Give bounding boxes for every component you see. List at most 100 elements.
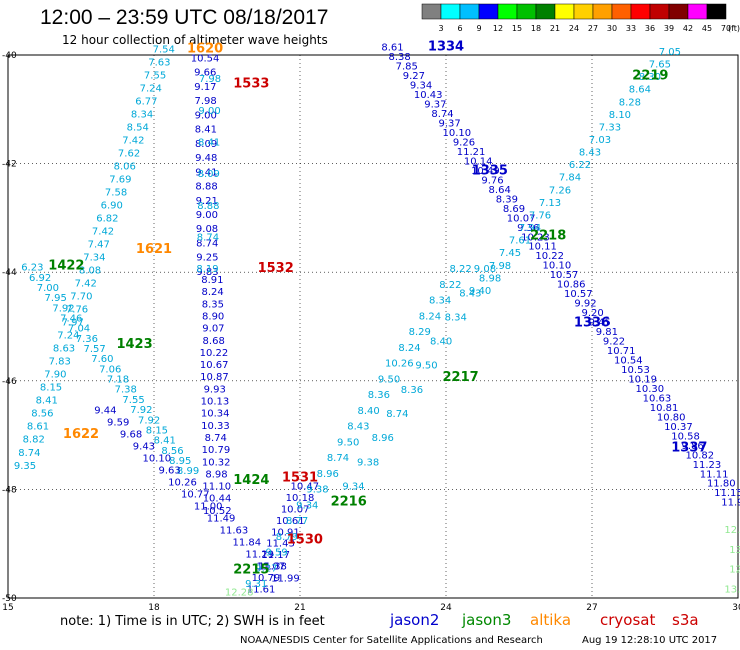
x-tick-label: 18: [148, 603, 160, 613]
wave-height-value: 7.95: [45, 293, 67, 304]
y-tick-label: -40: [2, 51, 17, 61]
wave-height-value: 9.36: [517, 223, 539, 234]
wave-height-value: 8.91: [201, 275, 223, 286]
wave-height-value: 8.09: [198, 169, 220, 180]
wave-height-value: 9.63: [159, 465, 181, 476]
pass-label: 2216: [331, 495, 367, 510]
wave-height-value: 9.17: [194, 82, 216, 93]
wave-height-value: 10.37: [664, 422, 693, 433]
wave-height-value: 7.36: [76, 334, 98, 345]
colorbar-swatch: [554, 3, 575, 20]
wave-height-value: 8.74: [205, 433, 227, 444]
wave-height-value: 10.58: [671, 431, 700, 442]
legend-jason3: jason3: [461, 611, 511, 629]
wave-height-value: 10.22: [535, 251, 564, 262]
legend-cryosat: cryosat: [600, 611, 655, 629]
wave-height-value: 8.99: [177, 466, 199, 477]
y-tick-label: -44: [2, 268, 17, 278]
wave-height-value: 8.19: [196, 264, 218, 275]
wave-height-value: 6.90: [101, 200, 123, 211]
wave-height-value: 10.13: [201, 397, 230, 408]
wave-height-value: 10.47: [291, 481, 320, 492]
colorbar-label: 36: [645, 24, 655, 33]
wave-height-value: 8.36: [401, 385, 423, 396]
wave-height-value: 11.99: [271, 574, 300, 585]
x-tick-label: 15: [2, 603, 13, 613]
pass-label: 1424: [233, 473, 269, 488]
wave-height-value: 8.34: [429, 296, 451, 307]
wave-height-value: 10.07: [507, 213, 536, 224]
wave-height-tracks: 7.54 7.63 7.55 7.24 6.77 8.34 8.54 7.42 7.62 8.06…: [14, 43, 740, 599]
colorbar-label: 70: [721, 24, 731, 33]
wave-height-value: 12.3: [724, 525, 740, 536]
wave-height-value: 10.91: [271, 527, 300, 538]
wave-height-value: 8.74: [196, 238, 218, 249]
wave-height-value: 9.83: [196, 267, 218, 278]
wave-height-value: 10.79: [252, 573, 281, 584]
colorbar-swatch: [649, 3, 670, 20]
wave-height-value: 10.22: [200, 348, 229, 359]
wave-height-value: 8.74: [386, 409, 408, 420]
wave-height-value: 8.68: [203, 336, 225, 347]
wave-height-value: 11.11: [700, 469, 729, 480]
wave-height-value: 7.58: [105, 187, 127, 198]
wave-height-value: 9.00: [195, 110, 217, 121]
wave-height-value: 7.06: [99, 364, 121, 375]
wave-height-value: 7.76: [66, 305, 88, 316]
wave-height-value: 11.63: [220, 526, 249, 537]
wave-height-value: 8.43: [579, 148, 601, 159]
wave-height-value: 10.33: [201, 421, 230, 432]
wave-height-value: 9.00: [196, 210, 218, 221]
wave-height-value: 11.38: [258, 562, 287, 573]
wave-height-value: 7.98: [194, 96, 216, 107]
colorbar-label: 21: [550, 24, 560, 33]
footer-note: note: 1) Time is in UTC; 2) SWH is in fe…: [60, 614, 325, 629]
wave-height-value: 8.64: [489, 185, 511, 196]
wave-height-value: 7.97: [62, 318, 84, 329]
pass-label: 1335: [472, 163, 508, 178]
pass-label: 1621: [136, 242, 172, 257]
wave-height-value: 7.98: [199, 74, 221, 85]
wave-height-value: 8.79: [276, 532, 298, 543]
pass-label: 1533: [233, 77, 269, 92]
wave-height-value: 8.09: [195, 139, 217, 150]
wave-height-value: 9.27: [403, 71, 425, 82]
wave-height-value: 8.43: [347, 422, 369, 433]
wave-height-value: 10.87: [200, 372, 229, 383]
wave-height-value: 10.32: [202, 457, 231, 468]
chart-title: 12:00 – 23:59 UTC 08/18/2017: [40, 6, 328, 29]
wave-height-value: 10.81: [650, 403, 679, 414]
wave-height-value: 10.77: [181, 490, 210, 501]
wave-height-value: 7.18: [107, 375, 129, 386]
wave-height-value: 8.24: [398, 343, 420, 354]
wave-height-value: 9.50: [415, 361, 437, 372]
colorbar-label: 9: [476, 24, 481, 33]
wave-height-value: 10.14: [464, 156, 493, 167]
wave-height-value: 10.07: [281, 504, 310, 515]
wave-height-value: 8.28: [619, 97, 641, 108]
wave-height-value: 8.74: [18, 448, 40, 459]
colorbar-label: 42: [683, 24, 693, 33]
pass-label: 2218: [530, 229, 566, 244]
wave-height-value: 7.42: [122, 135, 144, 146]
wave-height-value: 8.82: [23, 435, 45, 446]
wave-height-value: 7.46: [60, 313, 82, 324]
wave-height-value: 13: [729, 545, 740, 556]
wave-height-value: 6.22: [569, 160, 591, 171]
wave-height-value: 8.98: [479, 273, 501, 284]
wave-height-value: 7.98: [489, 261, 511, 272]
wave-height-value: 8.06: [114, 161, 136, 172]
pass-label: 1622: [63, 427, 99, 442]
wave-height-value: 8.41: [36, 396, 58, 407]
wave-height-value: 7.84: [559, 173, 581, 184]
wave-height-value: 10.19: [628, 374, 657, 385]
wave-height-value: 8.54: [127, 122, 149, 133]
wave-height-value: 9.22: [603, 337, 625, 348]
wave-height-value: 9.27: [255, 563, 277, 574]
wave-height-value: 11.43: [266, 539, 295, 550]
wave-height-value: 10.11: [528, 242, 557, 253]
wave-height-value: 9.37: [439, 118, 461, 129]
wave-height-value: 10.82: [686, 450, 715, 461]
colorbar-swatch: [611, 3, 632, 20]
